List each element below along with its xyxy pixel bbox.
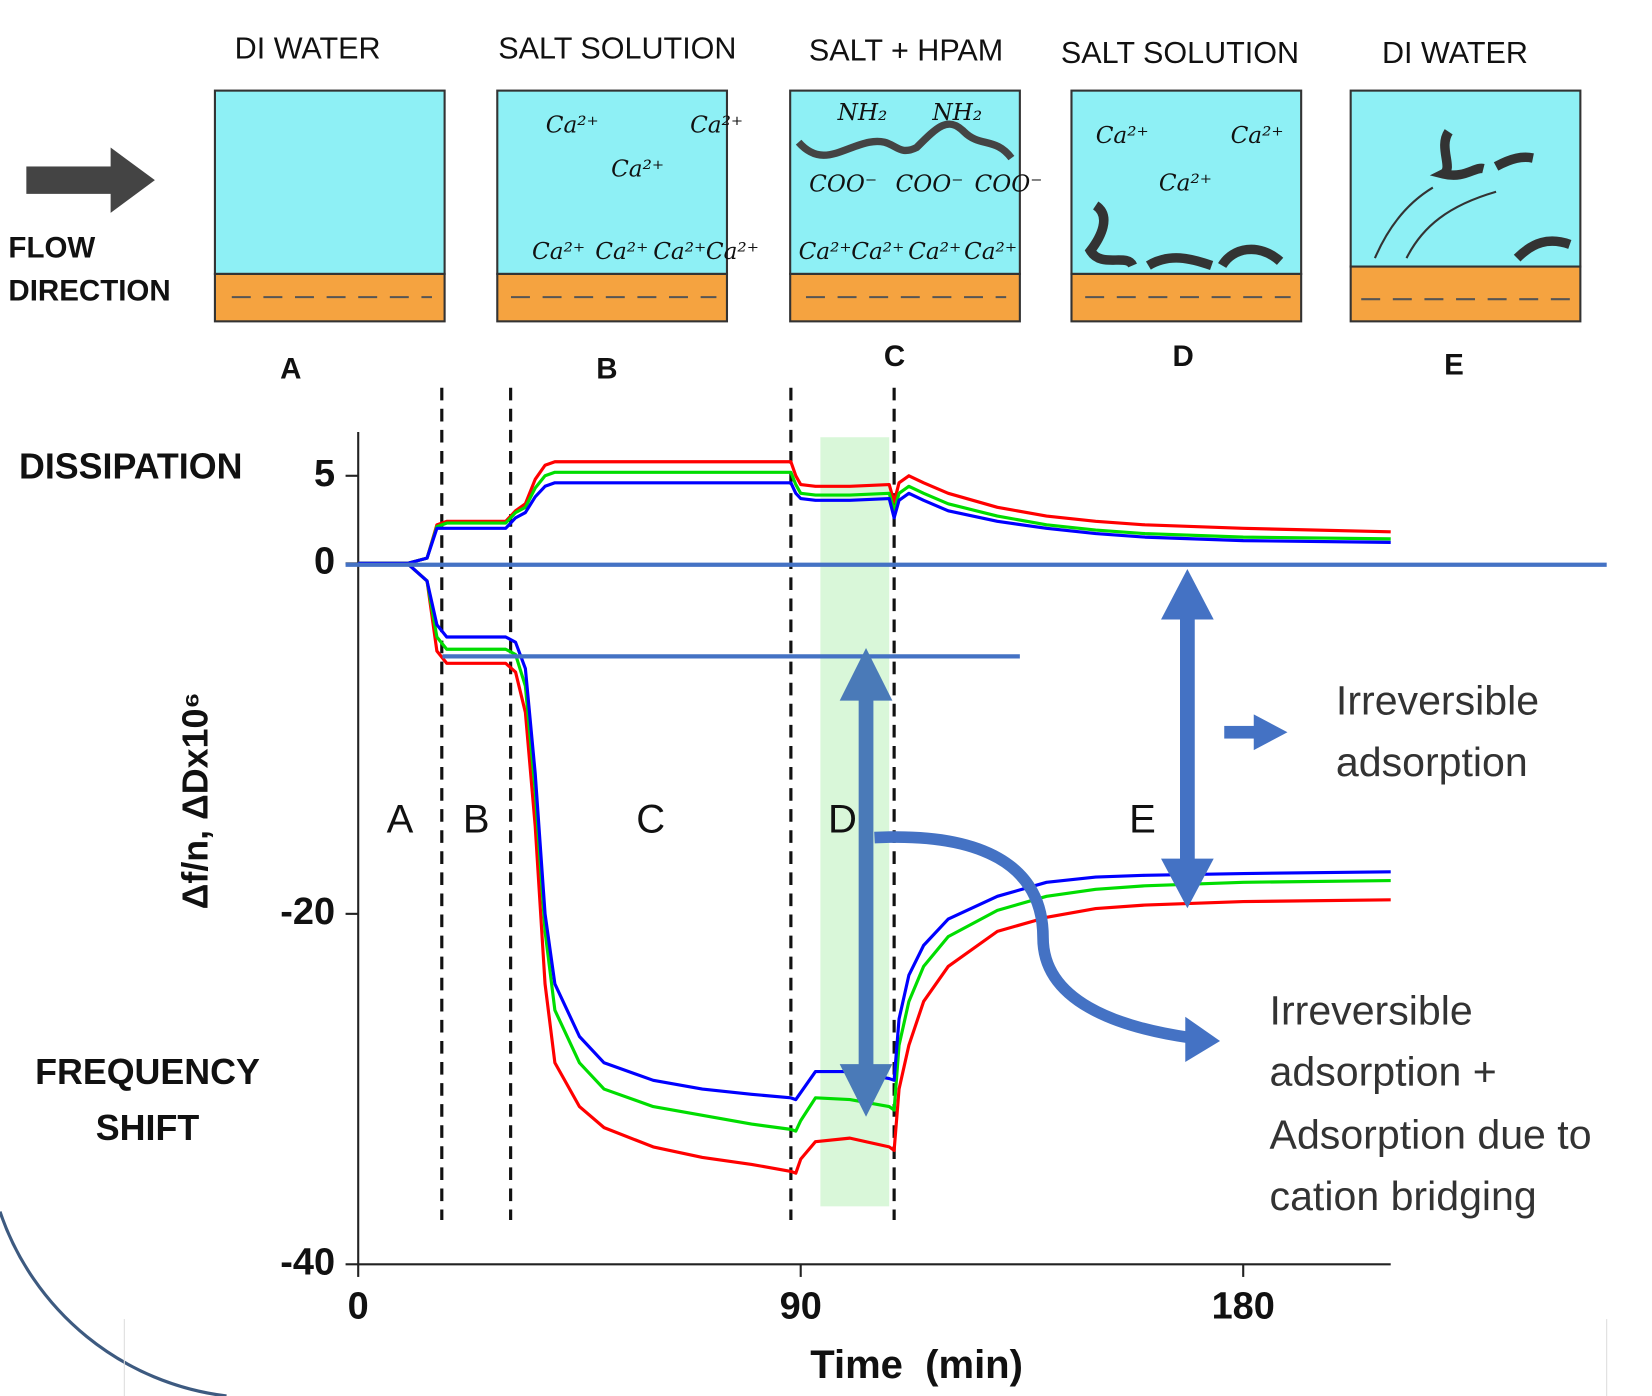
y-tick-label: -40 — [280, 1241, 335, 1283]
y-axis-label: Δf/n, ΔDx10⁶ — [176, 692, 216, 909]
annotation: Irreversible — [1336, 678, 1539, 724]
flow-label: DIRECTION — [8, 275, 170, 308]
curved-arrow-head — [1185, 1017, 1220, 1062]
ion-label: Ca²⁺ — [532, 238, 585, 265]
phase-label: C — [636, 797, 665, 841]
phase-label: A — [387, 797, 414, 841]
x-tick-label: 90 — [780, 1286, 822, 1328]
group-label: COO⁻ — [809, 170, 877, 197]
ion-label: Ca²⁺ — [1096, 122, 1149, 149]
ion-label: Ca²⁺ — [653, 238, 706, 265]
y-tick-label: -20 — [280, 891, 335, 933]
ion-label: Ca²⁺ — [595, 238, 648, 265]
ion-label: Ca²⁺ — [706, 238, 759, 265]
panel-letter: A — [280, 353, 301, 386]
x-tick-label: 0 — [348, 1286, 369, 1328]
dissipation-label: DISSIPATION — [19, 446, 243, 486]
panel-title: DI WATER — [1382, 36, 1528, 70]
flow-arrow — [26, 148, 155, 213]
panel-letter: B — [596, 353, 617, 386]
group-label: COO⁻ — [896, 170, 964, 197]
ion-label: Ca²⁺ — [1159, 169, 1212, 196]
annotation: cation bridging — [1270, 1173, 1537, 1219]
ion-label: Ca²⁺ — [611, 156, 664, 183]
annotation: adsorption + — [1270, 1049, 1497, 1095]
panel-letter: E — [1444, 348, 1464, 381]
panel-title: DI WATER — [235, 32, 381, 66]
phase-label: B — [463, 797, 490, 841]
ion-label: Ca²⁺ — [1231, 122, 1284, 149]
phase-label: E — [1129, 797, 1156, 841]
panel: DI WATER E — [1351, 36, 1581, 382]
panel: SALT SOLUTION B Ca²⁺ Ca²⁺ Ca²⁺ Ca²⁺ Ca²⁺… — [497, 32, 759, 386]
ion-label: Ca²⁺ — [546, 111, 599, 138]
y-tick-label: 0 — [314, 540, 335, 582]
ion-label: Ca²⁺ — [908, 238, 961, 265]
small-arrow — [1224, 714, 1287, 750]
annotations: Irreversible adsorption Irreversible ads… — [346, 565, 1607, 1219]
panel-title: SALT SOLUTION — [1061, 36, 1299, 70]
flow-label: FLOW — [8, 232, 95, 265]
panel: SALT SOLUTION D Ca²⁺ Ca²⁺ Ca²⁺ — [1061, 36, 1301, 373]
panel: DI WATER A — [215, 32, 445, 386]
x-tick-label: 180 — [1212, 1286, 1275, 1328]
annotation: Adsorption due to — [1270, 1112, 1592, 1158]
y-tick-label: 5 — [314, 453, 335, 495]
ion-label: Ca²⁺ — [851, 238, 904, 265]
group-label: COO⁻ — [975, 170, 1043, 197]
double-arrow — [1161, 569, 1214, 908]
ion-label: Ca²⁺ — [690, 111, 743, 138]
annotation: Irreversible — [1270, 987, 1473, 1033]
phase-label: D — [828, 797, 857, 841]
figure: FLOW DIRECTION DI WATER A SALT SOLUTION … — [0, 0, 1652, 1396]
panel: SALT + HPAM C NH₂ NH₂ COO⁻ COO⁻ COO⁻ Ca²… — [790, 34, 1042, 373]
frequency-label: FREQUENCY — [35, 1052, 260, 1092]
panel-title: SALT SOLUTION — [498, 32, 736, 66]
frequency-label: SHIFT — [96, 1108, 200, 1148]
plot: -40 -20 0 5 0 90 180 A B C D E — [280, 388, 1390, 1328]
group-label: NH₂ — [931, 99, 982, 126]
panel-title: SALT + HPAM — [809, 34, 1003, 68]
x-axis-label: Time (min) — [810, 1343, 1023, 1387]
annotation: adsorption — [1336, 739, 1528, 785]
group-label: NH₂ — [837, 99, 888, 126]
decor-arc — [0, 1212, 227, 1396]
ion-label: Ca²⁺ — [799, 238, 852, 265]
panel-letter: D — [1173, 340, 1194, 373]
ion-label: Ca²⁺ — [964, 238, 1017, 265]
panel-letter: C — [884, 340, 905, 373]
